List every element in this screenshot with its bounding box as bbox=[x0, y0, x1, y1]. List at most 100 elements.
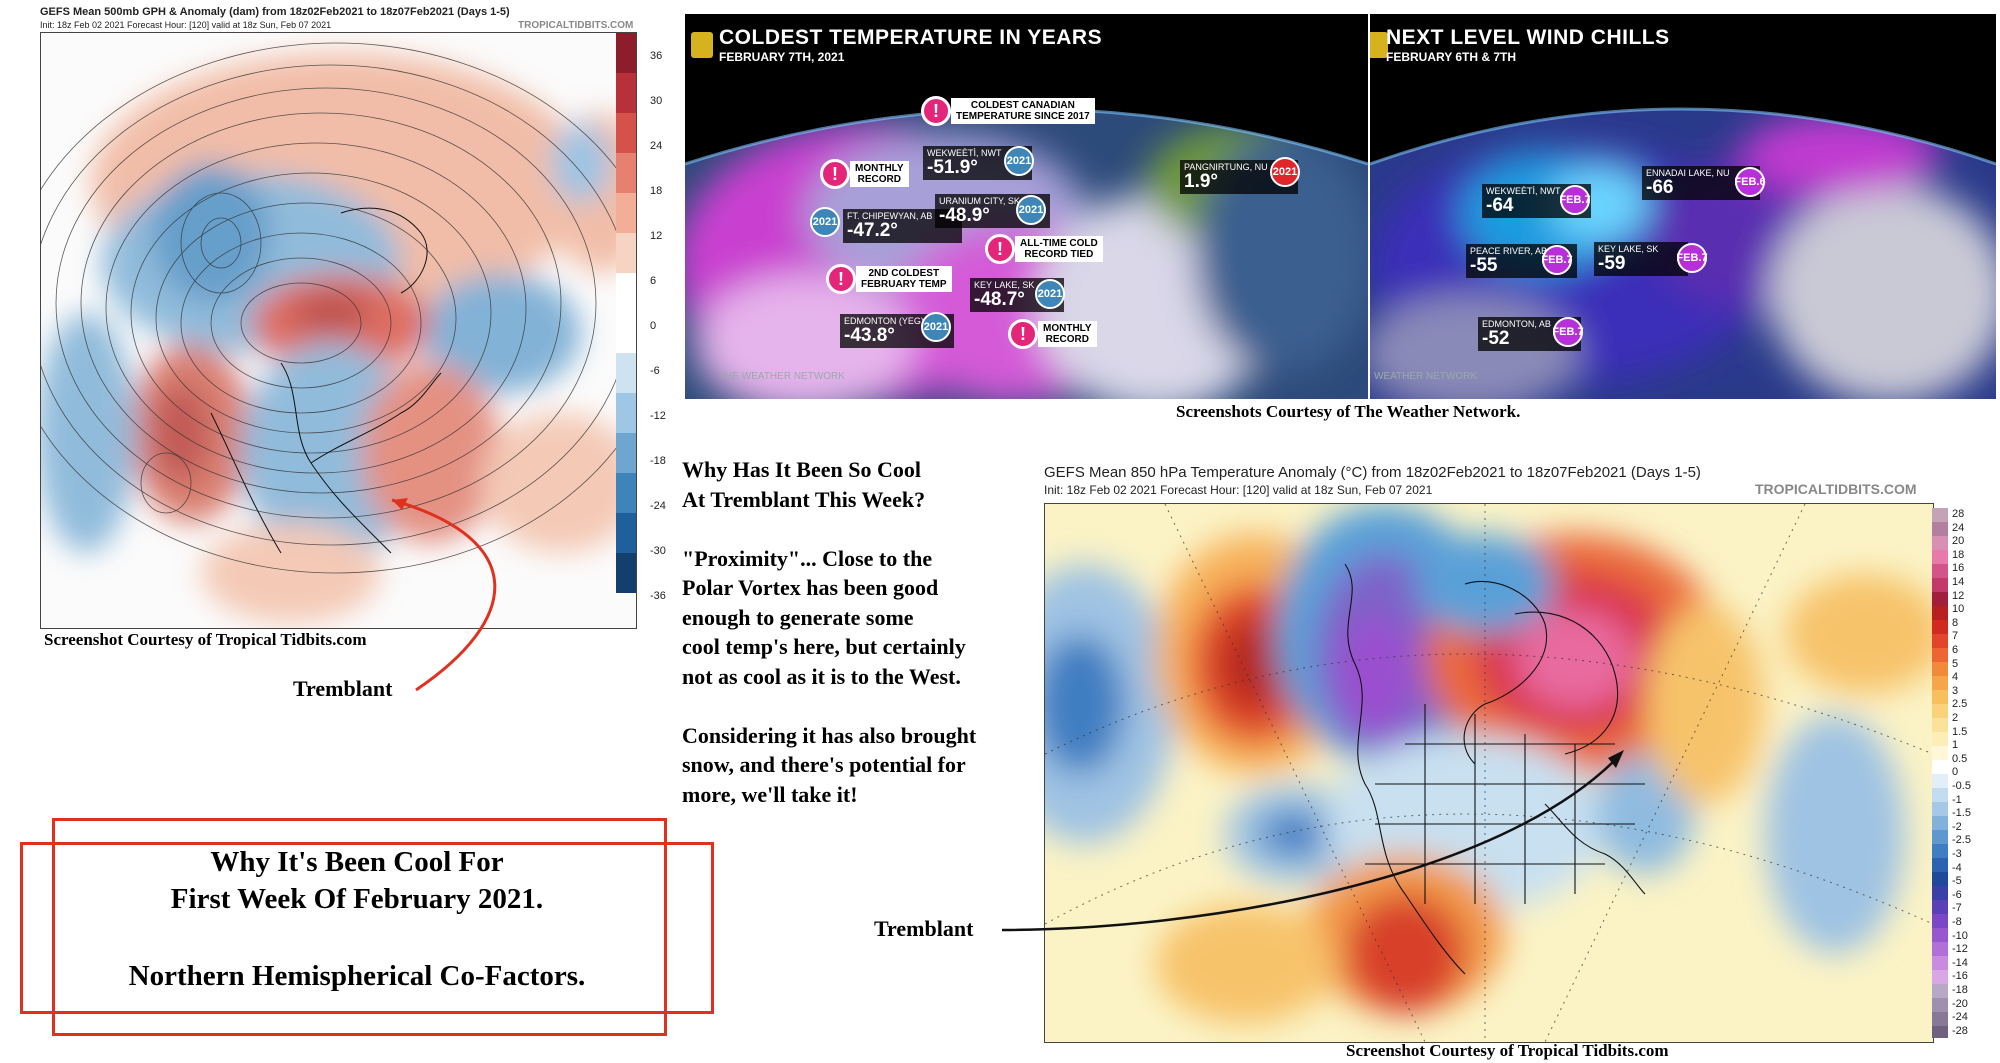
temp-legend-label: -18 bbox=[1952, 984, 1968, 996]
alert-text: ALL-TIME COLD bbox=[1020, 238, 1098, 249]
temp-legend-bar bbox=[1932, 508, 1948, 1038]
gph-legend-label: 24 bbox=[650, 140, 663, 152]
temp-legend-label: -14 bbox=[1952, 956, 1968, 969]
question-line: At Tremblant This Week? bbox=[682, 486, 926, 512]
gph-legend-label: 6 bbox=[650, 275, 657, 287]
alert-text: FEBRUARY TEMP bbox=[861, 279, 947, 290]
temp-map-subtitle: Init: 18z Feb 02 2021 Forecast Hour: [12… bbox=[1044, 483, 1433, 497]
temp-legend-label: 5 bbox=[1952, 657, 1959, 670]
station-name: PANGNIRTUNG, NU bbox=[1184, 162, 1268, 172]
temp-legend-label: 1 bbox=[1952, 739, 1959, 752]
exclamation-icon: ! bbox=[985, 234, 1015, 264]
temp-legend-label: 16 bbox=[1952, 562, 1965, 575]
windchill-key-lake: KEY LAKE, SK -59 bbox=[1594, 242, 1689, 276]
gph-map-caption: Screenshot Courtesy of Tropical Tidbits.… bbox=[44, 630, 367, 649]
station-value: -43.8° bbox=[844, 325, 895, 346]
temp-legend-label: -2 bbox=[1952, 820, 1962, 833]
station-name: WEKWEÈTÌ, NWT bbox=[927, 148, 1002, 158]
paragraph-line: "Proximity"... Close to the bbox=[682, 545, 933, 571]
temp-anomaly-map bbox=[1044, 503, 1934, 1043]
gph-legend-bar bbox=[616, 33, 636, 593]
alert-monthly-record-2: ! MONTHLY RECORD bbox=[1008, 319, 1097, 349]
date-badge: FEB.7 bbox=[1541, 245, 1573, 275]
temp-legend-label: -10 bbox=[1952, 929, 1968, 942]
temp-legend-label: -4 bbox=[1952, 861, 1962, 874]
station-value: -64 bbox=[1486, 195, 1514, 216]
twn-logo-icon bbox=[691, 32, 713, 58]
station-name: FT. CHIPEWYAN, AB bbox=[847, 211, 933, 221]
date-badge: FEB.7 bbox=[1676, 243, 1708, 273]
temp-legend-label: -24 bbox=[1952, 1011, 1968, 1024]
temp-map-caption: Screenshot Courtesy of Tropical Tidbits.… bbox=[1346, 1041, 1669, 1060]
temp-legend-label: -5 bbox=[1952, 875, 1962, 888]
temp-legend-label: 24 bbox=[1952, 521, 1965, 534]
twn-coldest-panel: COLDEST TEMPERATURE IN YEARS FEBRUARY 7T… bbox=[685, 14, 1368, 399]
twn-caption: Screenshots Courtesy of The Weather Netw… bbox=[1176, 402, 1521, 421]
exclamation-icon: ! bbox=[921, 96, 951, 126]
station-name: ENNADAI LAKE, NU bbox=[1646, 168, 1730, 178]
temp-legend-label: -2.5 bbox=[1952, 834, 1971, 847]
alert-text: RECORD TIED bbox=[1024, 249, 1094, 260]
paragraph-line: Considering it has also brought bbox=[682, 722, 977, 748]
station-value: -66 bbox=[1646, 177, 1674, 198]
alert-text: TEMPERATURE SINCE 2017 bbox=[956, 111, 1090, 122]
paragraph-line: Polar Vortex has been good bbox=[682, 575, 939, 600]
gph-legend-label: -18 bbox=[650, 455, 666, 467]
temp-legend-label: 28 bbox=[1952, 508, 1965, 520]
temp-legend-label: -6 bbox=[1952, 888, 1962, 901]
temp-legend-label: 3 bbox=[1952, 684, 1959, 697]
twn-left-title: COLDEST TEMPERATURE IN YEARS bbox=[719, 26, 1103, 49]
temp-legend-label: 12 bbox=[1952, 589, 1965, 602]
year-badge: 2021 bbox=[1270, 157, 1300, 187]
paragraph-line: cool temp's here, but certainly bbox=[682, 634, 966, 659]
alert-monthly-record-1: ! MONTHLY RECORD bbox=[820, 159, 909, 189]
temp-legend-labels: 28 24 20 18 16 14 12 10 8 7 6 5 4 3 2.5 … bbox=[1952, 508, 1996, 1038]
station-value: -48.7° bbox=[974, 289, 1025, 310]
alert-text: COLDEST CANADIAN bbox=[970, 100, 1075, 111]
twn-left-header: COLDEST TEMPERATURE IN YEARS FEBRUARY 7T… bbox=[719, 26, 1102, 64]
temp-legend-label: 2.5 bbox=[1952, 698, 1968, 711]
station-name: PEACE RIVER, AB bbox=[1470, 246, 1548, 256]
gph-legend-label: 12 bbox=[650, 230, 663, 242]
year-badge: 2021 bbox=[921, 312, 951, 342]
alert-text: MONTHLY bbox=[855, 163, 904, 174]
gph-map-graphic bbox=[41, 42, 636, 623]
gph-map-watermark: TROPICALTIDBITS.COM bbox=[518, 20, 634, 31]
station-name: EDMONTON (YEG) bbox=[844, 316, 924, 326]
station-value: -52 bbox=[1482, 328, 1510, 349]
temp-legend-label: 10 bbox=[1952, 603, 1965, 616]
temp-legend-label: 6 bbox=[1952, 644, 1959, 656]
exclamation-icon: ! bbox=[826, 264, 856, 294]
gph-legend-label: 36 bbox=[650, 50, 663, 62]
alert-all-time-cold: ! ALL-TIME COLD RECORD TIED bbox=[985, 234, 1103, 264]
station-name: KEY LAKE, SK bbox=[974, 280, 1035, 290]
headline-line-1: Why It's Been Cool For bbox=[210, 846, 504, 878]
twn-logo-icon bbox=[1370, 32, 1388, 58]
paragraph-line: enough to generate some bbox=[682, 604, 914, 630]
temp-legend-label: -8 bbox=[1952, 916, 1962, 928]
twn-left-date: FEBRUARY 7TH, 2021 bbox=[719, 50, 845, 64]
date-badge: FEB.6 bbox=[1734, 167, 1766, 197]
temp-legend-label: -3 bbox=[1952, 848, 1962, 860]
headline-line-2: First Week Of February 2021. bbox=[170, 883, 544, 915]
twn-left-watermark: THE WEATHER NETWORK bbox=[719, 371, 845, 382]
twn-right-watermark: WEATHER NETWORK bbox=[1374, 371, 1478, 382]
twn-windchill-panel: NEXT LEVEL WIND CHILLS FEBRUARY 6TH & 7T… bbox=[1370, 14, 1996, 399]
temp-legend-label: 18 bbox=[1952, 548, 1965, 561]
temp-legend-label: 2 bbox=[1952, 712, 1959, 724]
headline-frame-inner bbox=[20, 842, 714, 1014]
paragraph-line: more, we'll take it! bbox=[682, 781, 858, 807]
tremblant-label-right: Tremblant bbox=[874, 916, 974, 941]
explanation-text: Why Has It Been So Cool At Tremblant Thi… bbox=[682, 455, 1042, 839]
temp-legend-label: -1.5 bbox=[1952, 807, 1971, 820]
date-badge: FEB.7 bbox=[1559, 185, 1591, 215]
gph-legend-label: 18 bbox=[650, 185, 663, 197]
date-badge: FEB.7 bbox=[1552, 317, 1584, 347]
paragraph-line: snow, and there's potential for bbox=[682, 752, 966, 777]
exclamation-icon: ! bbox=[1008, 319, 1038, 349]
alert-text: 2ND COLDEST bbox=[868, 268, 940, 279]
headline: Why It's Been Cool For First Week Of Feb… bbox=[52, 846, 662, 993]
twn-right-header: NEXT LEVEL WIND CHILLS FEBRUARY 6TH & 7T… bbox=[1386, 26, 1670, 64]
